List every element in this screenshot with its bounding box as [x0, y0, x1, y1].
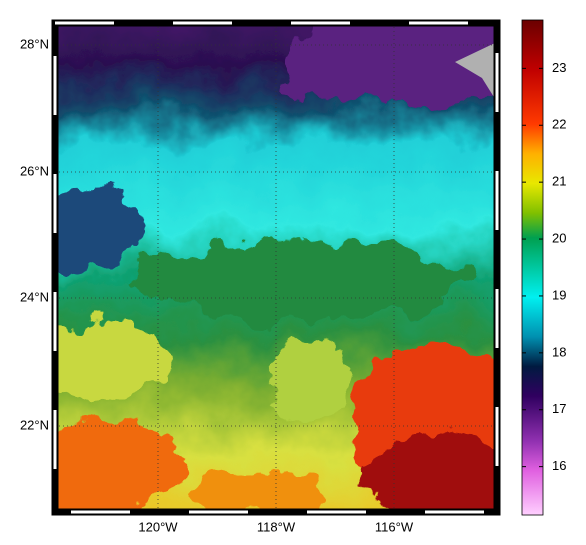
graticule: [55, 23, 497, 512]
map-frame: [51, 19, 501, 516]
longitude-label: 120°W: [138, 519, 178, 534]
latitude-label: 24°N: [20, 289, 49, 304]
colorbar-tick-label: 20: [552, 230, 566, 245]
colorbar-tick-label: 17: [552, 401, 566, 416]
longitude-label: 116°W: [375, 519, 414, 534]
colorbar-tick-label: 23: [552, 60, 566, 75]
colorbar: [521, 19, 544, 516]
latitude-label: 28°N: [20, 36, 49, 51]
colorbar-tick-label: 22: [552, 117, 566, 132]
colorbar-tick-label: 18: [552, 344, 566, 359]
colorbar-tick-label: 19: [552, 287, 566, 302]
latitude-label: 26°N: [20, 163, 49, 178]
longitude-label: 118°W: [257, 519, 296, 534]
colorbar-tick-label: 21: [552, 174, 566, 189]
colorbar-tick-label: 16: [552, 458, 566, 473]
latitude-label: 22°N: [20, 417, 49, 432]
sst-field: [55, 23, 497, 512]
